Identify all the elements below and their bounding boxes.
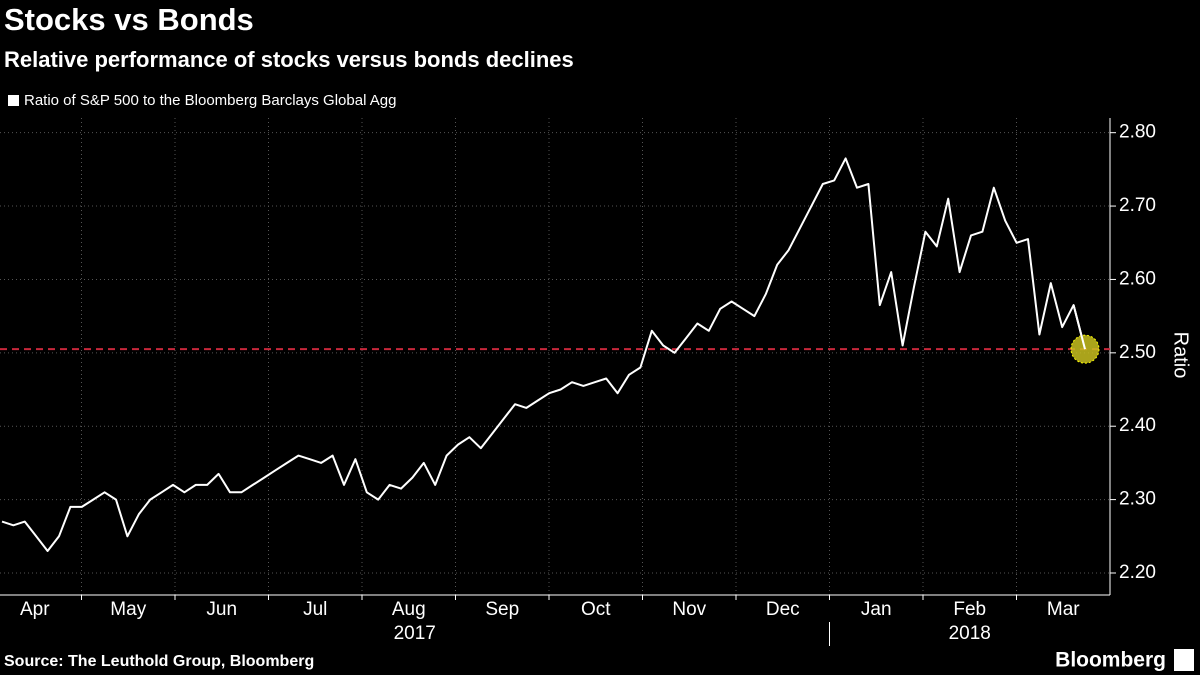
- year-label: 2017: [394, 623, 436, 644]
- chart-title: Stocks vs Bonds: [4, 2, 254, 37]
- x-tick-label: Feb: [953, 599, 986, 620]
- x-tick-label: May: [110, 599, 146, 620]
- x-tick-label: Mar: [1047, 599, 1080, 620]
- y-tick-label: 2.70: [1119, 195, 1156, 216]
- legend-label: Ratio of S&P 500 to the Bloomberg Barcla…: [24, 92, 396, 109]
- year-label: 2018: [949, 623, 991, 644]
- y-tick-label: 2.40: [1119, 415, 1156, 436]
- y-tick-label: 2.50: [1119, 342, 1156, 363]
- x-tick-label: Jul: [303, 599, 327, 620]
- y-tick-label: 2.30: [1119, 489, 1156, 510]
- x-tick-label: Oct: [581, 599, 611, 620]
- x-tick-label: Sep: [485, 599, 519, 620]
- y-tick-label: 2.60: [1119, 268, 1156, 289]
- x-tick-label: Dec: [766, 599, 800, 620]
- x-tick-label: Aug: [392, 599, 426, 620]
- source: Source: The Leuthold Group, Bloomberg: [4, 653, 314, 670]
- x-tick-label: Nov: [672, 599, 706, 620]
- legend-swatch: [8, 95, 19, 106]
- x-tick-label: Jan: [861, 599, 892, 620]
- chart-subtitle: Relative performance of stocks versus bo…: [4, 47, 574, 72]
- brand: Bloomberg: [1055, 649, 1166, 672]
- y-axis-label: Ratio: [1170, 332, 1192, 379]
- highlight-line: [1072, 304, 1086, 350]
- series-line: [1, 157, 1086, 552]
- y-tick-label: 2.80: [1119, 122, 1156, 143]
- x-tick-label: Jun: [206, 599, 237, 620]
- brand-icon: [1174, 649, 1194, 671]
- x-tick-label: Apr: [20, 599, 50, 620]
- y-tick-label: 2.20: [1119, 562, 1156, 583]
